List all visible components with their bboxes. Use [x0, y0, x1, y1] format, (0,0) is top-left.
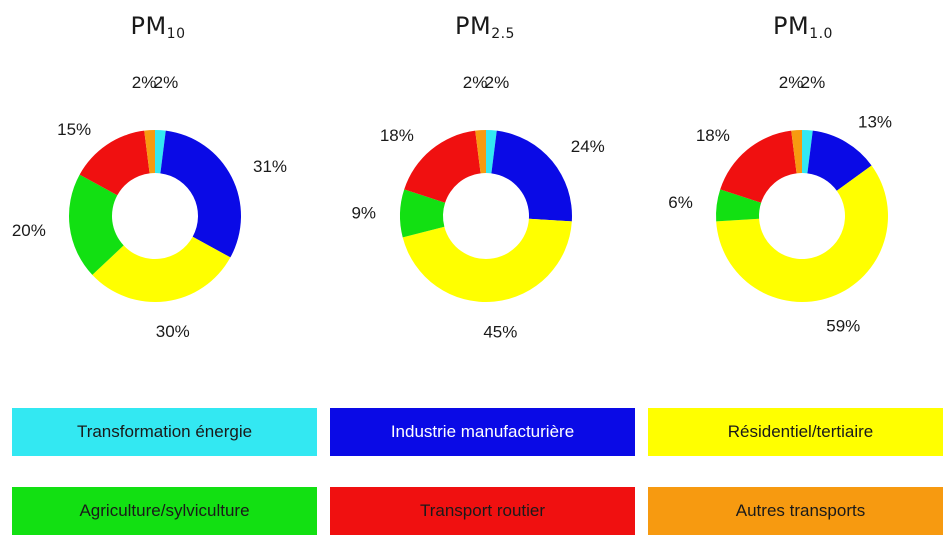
chart-title-pm25: PM2.5 — [455, 12, 515, 42]
data-label-industrie-manufacturiere: 31% — [253, 157, 287, 176]
slice-transport-routier — [404, 130, 481, 203]
data-label-agriculture-sylviculture: 9% — [351, 204, 376, 223]
data-label-agriculture-sylviculture: 20% — [12, 221, 46, 240]
data-label-transport-routier: 18% — [696, 126, 730, 145]
data-label-autres-transports: 2% — [463, 73, 488, 92]
slice-residentiel-tertiaire — [402, 218, 572, 303]
slice-autres-transports — [144, 130, 155, 174]
legend-item-autres-transports: Autres transports — [648, 487, 943, 535]
legend-label: Industrie manufacturière — [390, 422, 575, 441]
slice-transport-routier — [79, 130, 150, 196]
legend-label: Résidentiel/tertiaire — [727, 422, 874, 441]
slice-residentiel-tertiaire — [92, 236, 231, 302]
data-label-autres-transports: 2% — [132, 73, 157, 92]
data-label-transport-routier: 15% — [57, 120, 91, 139]
slice-agriculture-sylviculture — [69, 174, 124, 275]
legend-label: Autres transports — [735, 501, 866, 520]
legend-item-agriculture-sylviculture: Agriculture/sylviculture — [12, 487, 317, 535]
slice-transformation-energie — [155, 130, 166, 174]
data-label-transport-routier: 18% — [380, 126, 414, 145]
legend-item-transport-routier: Transport routier — [330, 487, 635, 535]
data-label-agriculture-sylviculture: 6% — [668, 193, 693, 212]
slice-industrie-manufacturiere — [807, 130, 872, 191]
data-label-residentiel-tertiaire: 59% — [826, 316, 860, 335]
legend-label: Transformation énergie — [76, 422, 253, 441]
data-label-transformation-energie: 2% — [485, 73, 510, 92]
slice-autres-transports — [475, 130, 486, 174]
data-label-residentiel-tertiaire: 30% — [156, 322, 190, 341]
data-label-transformation-energie: 2% — [801, 73, 826, 92]
legend-item-residentiel-tertiaire: Résidentiel/tertiaire — [648, 408, 943, 456]
data-label-industrie-manufacturiere: 13% — [858, 112, 892, 131]
data-label-autres-transports: 2% — [779, 73, 804, 92]
slice-transformation-energie — [486, 130, 497, 174]
chart-title-pm10: PM10 — [130, 12, 186, 42]
slice-industrie-manufacturiere — [160, 130, 241, 258]
chart-title-pm10-submicron: PM1.0 — [773, 12, 833, 42]
slice-transport-routier — [720, 130, 797, 203]
legend-item-industrie-manufacturiere: Industrie manufacturière — [330, 408, 635, 456]
slice-industrie-manufacturiere — [491, 130, 572, 222]
data-label-residentiel-tertiaire: 45% — [483, 323, 517, 342]
data-label-industrie-manufacturiere: 24% — [571, 137, 605, 156]
slice-agriculture-sylviculture — [716, 189, 762, 222]
legend-label: Transport routier — [419, 501, 546, 520]
legend-item-transformation-energie: Transformation énergie — [12, 408, 317, 456]
data-label-transformation-energie: 2% — [154, 73, 179, 92]
slice-transformation-energie — [802, 130, 813, 174]
legend-label: Agriculture/sylviculture — [79, 501, 250, 520]
donut-charts: 2%31%30%20%15%2% 2%24%45%9%18%2% 2%13%59%6… — [12, 73, 892, 342]
slice-autres-transports — [791, 130, 802, 174]
slice-agriculture-sylviculture — [399, 189, 446, 238]
slice-residentiel-tertiaire — [716, 165, 888, 303]
